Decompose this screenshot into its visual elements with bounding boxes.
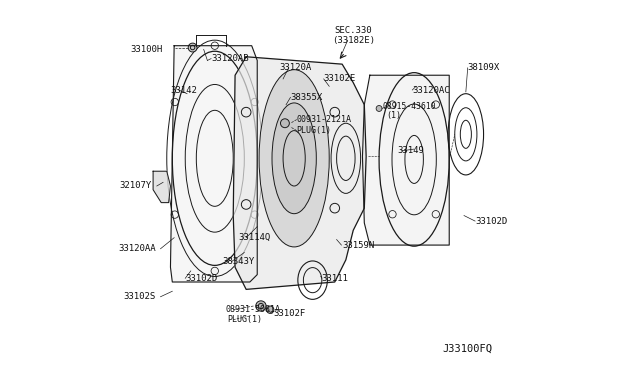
Text: 33102D: 33102D: [185, 274, 218, 283]
Text: 32107Y: 32107Y: [120, 182, 152, 190]
Polygon shape: [233, 57, 366, 289]
Text: 38109X: 38109X: [468, 63, 500, 72]
Polygon shape: [170, 46, 257, 282]
Text: 33114Q: 33114Q: [239, 233, 271, 242]
Text: SEC.330: SEC.330: [335, 26, 372, 35]
Text: 33102S: 33102S: [124, 292, 156, 301]
Polygon shape: [362, 75, 449, 245]
Circle shape: [376, 106, 382, 112]
Text: 33102E: 33102E: [324, 74, 356, 83]
Text: 33102F: 33102F: [274, 309, 306, 318]
Text: 33120A: 33120A: [280, 63, 312, 72]
Circle shape: [188, 43, 197, 52]
Text: (33182E): (33182E): [332, 36, 375, 45]
Text: 00931-2121A: 00931-2121A: [296, 115, 351, 124]
Text: J33100FQ: J33100FQ: [443, 343, 493, 353]
Text: 33142: 33142: [170, 86, 197, 94]
Text: 38343Y: 38343Y: [222, 257, 255, 266]
Text: 33149: 33149: [397, 147, 424, 155]
Text: (1): (1): [387, 111, 401, 121]
Ellipse shape: [259, 70, 329, 247]
Text: 33120AA: 33120AA: [118, 244, 156, 253]
Text: 08931-5081A: 08931-5081A: [226, 305, 281, 314]
Circle shape: [280, 119, 289, 128]
Circle shape: [266, 306, 274, 313]
Circle shape: [256, 301, 266, 311]
Polygon shape: [153, 171, 170, 203]
Text: 38355X: 38355X: [291, 93, 323, 102]
Text: 33120AB: 33120AB: [211, 54, 249, 63]
Text: PLUG(1): PLUG(1): [227, 315, 262, 324]
Ellipse shape: [272, 103, 316, 214]
Text: 33111: 33111: [322, 274, 349, 283]
Text: PLUG(1): PLUG(1): [297, 126, 332, 135]
Text: 33102D: 33102D: [475, 217, 508, 225]
Text: 33120AC: 33120AC: [412, 86, 450, 94]
Text: 08915-43610: 08915-43610: [383, 102, 436, 111]
Text: 33100H: 33100H: [131, 45, 163, 54]
Text: 33159N: 33159N: [342, 241, 374, 250]
